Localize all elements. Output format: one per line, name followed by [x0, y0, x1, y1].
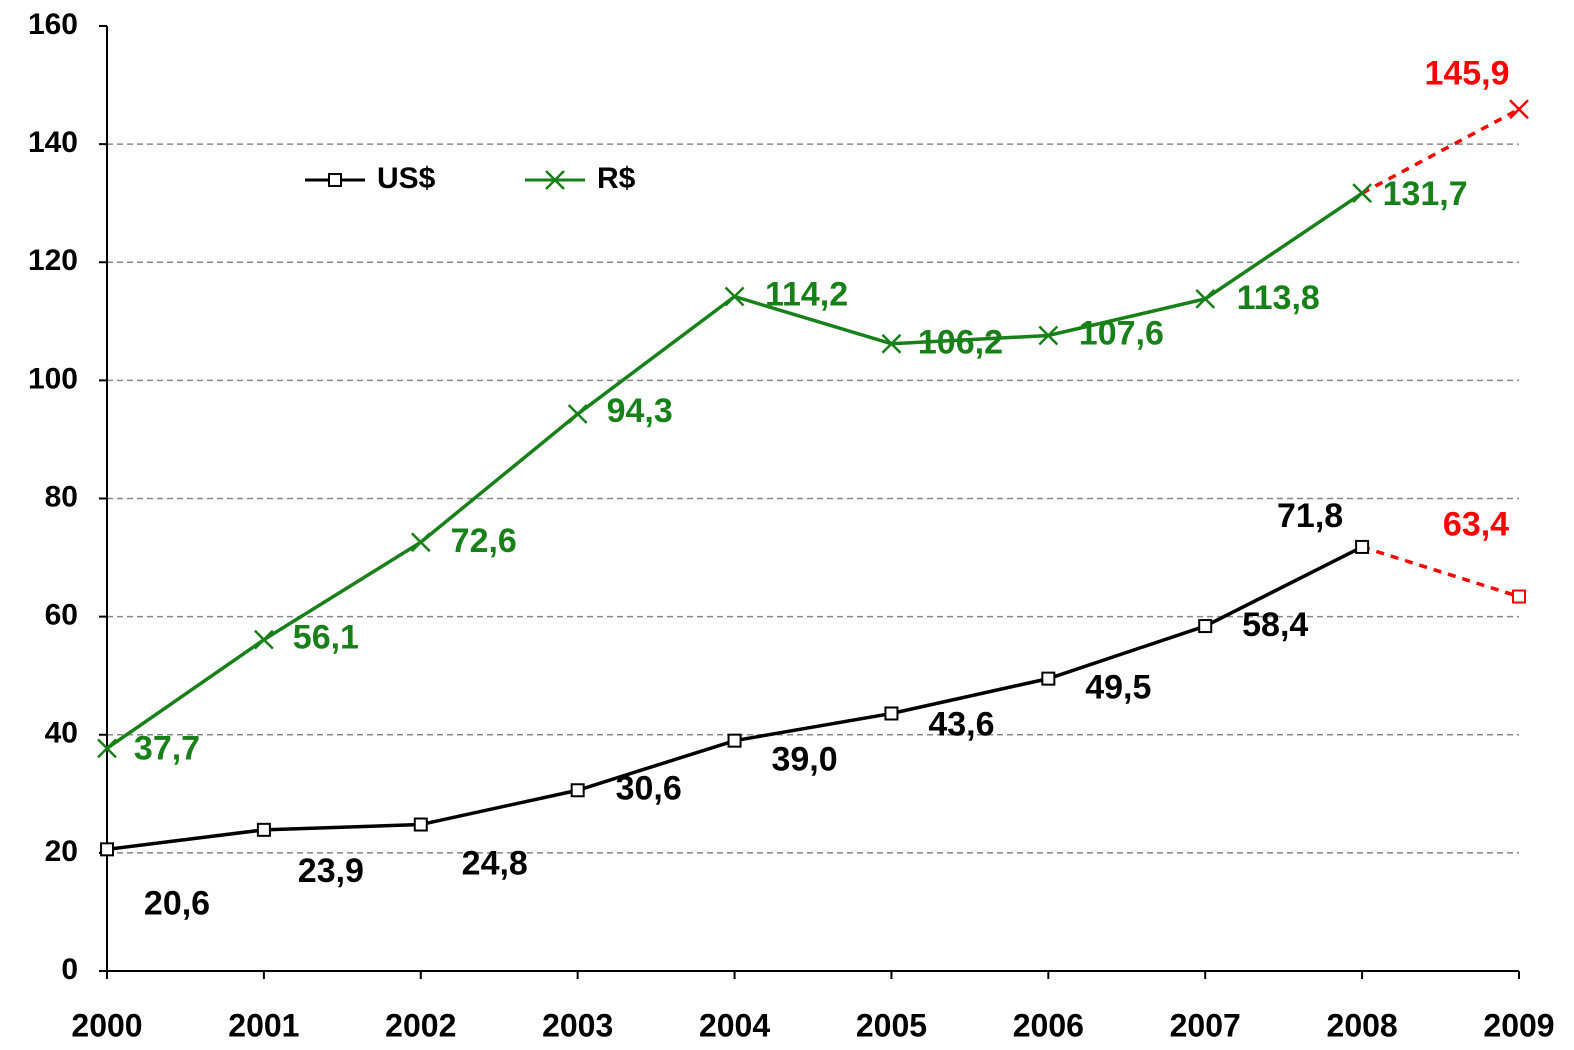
- point-marker: [1509, 99, 1529, 120]
- forecast-line: [1361, 545, 1520, 599]
- point-marker: [97, 738, 117, 759]
- x-tick-label: 2007: [1170, 1007, 1241, 1043]
- point-marker: [410, 532, 431, 553]
- y-tick-label: 120: [28, 244, 78, 277]
- data-label: 20,6: [144, 884, 210, 922]
- point-marker: [1198, 619, 1213, 634]
- y-tick-label: 80: [45, 480, 78, 513]
- data-label: 58,4: [1242, 606, 1308, 644]
- y-tick-label: 100: [28, 362, 78, 395]
- x-tick-label: 2005: [856, 1007, 927, 1043]
- x-tick-label: 2004: [699, 1007, 770, 1043]
- point-marker: [1038, 325, 1059, 346]
- x-tick-label: 2006: [1013, 1007, 1084, 1043]
- data-label: 23,9: [298, 852, 364, 890]
- point-marker: [884, 706, 899, 721]
- y-tick-label: 20: [45, 835, 78, 868]
- y-tick-label: 140: [28, 126, 78, 159]
- point-marker: [413, 817, 428, 832]
- point-marker: [1512, 589, 1526, 604]
- data-label: 113,8: [1237, 279, 1320, 317]
- data-label: 114,2: [765, 275, 848, 313]
- x-tick-label: 2001: [228, 1007, 299, 1043]
- y-tick-label: 40: [45, 717, 78, 750]
- series-line: [106, 545, 1363, 852]
- point-marker: [1195, 288, 1216, 309]
- series-line: [106, 191, 1364, 750]
- point-marker: [727, 733, 742, 748]
- y-tick-label: 0: [61, 953, 78, 986]
- x-tick-label: 2009: [1483, 1007, 1554, 1043]
- y-tick-label: 60: [45, 599, 78, 632]
- data-label: 71,8: [1277, 497, 1343, 535]
- point-marker: [254, 629, 274, 650]
- legend-label: R$: [597, 162, 636, 195]
- point-marker: [100, 842, 114, 857]
- data-label: 63,4: [1443, 506, 1509, 544]
- data-label: 145,9: [1424, 54, 1509, 92]
- data-label: 49,5: [1085, 669, 1151, 707]
- point-marker: [567, 404, 588, 424]
- data-label: 131,7: [1383, 175, 1468, 213]
- point-marker: [881, 333, 902, 354]
- point-marker: [570, 783, 585, 798]
- legend-marker: [328, 173, 342, 187]
- y-tick-label: 160: [28, 8, 78, 41]
- data-label: 94,3: [607, 392, 673, 430]
- data-label: 107,6: [1079, 314, 1164, 352]
- data-label: 43,6: [928, 705, 994, 743]
- data-label: 39,0: [771, 741, 837, 779]
- data-label: 24,8: [462, 845, 528, 883]
- data-label: 56,1: [293, 619, 359, 657]
- x-tick-label: 2003: [542, 1007, 613, 1043]
- data-label: 30,6: [616, 769, 682, 807]
- point-marker: [1041, 671, 1056, 686]
- legend-marker: [545, 170, 565, 190]
- data-label: 72,6: [451, 522, 517, 560]
- data-label: 37,7: [134, 729, 200, 767]
- data-label: 106,2: [918, 324, 1003, 362]
- x-tick-label: 2008: [1327, 1007, 1398, 1043]
- x-tick-label: 2002: [385, 1007, 456, 1043]
- point-marker: [1355, 539, 1370, 554]
- point-marker: [1352, 183, 1372, 204]
- point-marker: [256, 822, 271, 837]
- point-marker: [724, 286, 745, 307]
- legend-label: US$: [377, 162, 436, 195]
- x-tick-label: 2000: [71, 1007, 142, 1043]
